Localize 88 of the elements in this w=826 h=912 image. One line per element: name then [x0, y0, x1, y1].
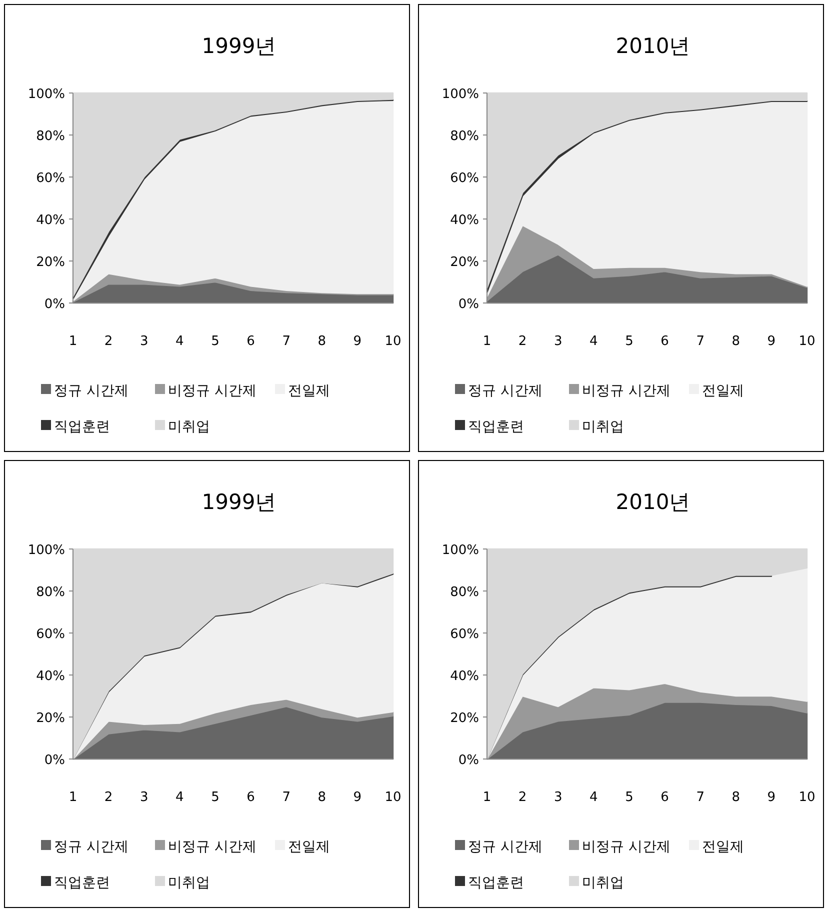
legend-label: 미취업	[582, 875, 624, 891]
legend-label: 전일제	[288, 383, 330, 399]
legend-label: 직업훈련	[54, 875, 110, 891]
x-tick-label: 10	[798, 790, 816, 805]
x-tick-label: 6	[660, 334, 669, 349]
x-tick-label: 1	[68, 334, 78, 349]
x-tick-label: 5	[625, 334, 634, 349]
x-tick-label: 9	[353, 334, 362, 349]
legend-label: 비정규 시간제	[168, 383, 256, 399]
y-tick-label: 60%	[36, 171, 65, 186]
x-tick-label: 3	[140, 334, 148, 349]
legend-label: 비정규 시간제	[582, 383, 670, 399]
legend-label: 비정규 시간제	[168, 839, 256, 855]
y-tick-label: 80%	[450, 585, 479, 600]
x-tick-label: 5	[211, 790, 220, 805]
x-tick-label: 1	[68, 790, 78, 805]
legend-label: 직업훈련	[468, 875, 524, 891]
x-tick-label: 6	[246, 790, 255, 805]
legend-label: 직업훈련	[54, 419, 110, 435]
y-tick-label: 40%	[450, 213, 479, 228]
y-tick-label: 0%	[44, 753, 65, 768]
y-tick-label: 100%	[28, 87, 65, 102]
x-tick-label: 10	[384, 790, 402, 805]
x-tick-label: 3	[140, 790, 148, 805]
y-tick-label: 20%	[450, 255, 479, 270]
x-tick-label: 3	[554, 790, 562, 805]
x-tick-label: 9	[767, 790, 776, 805]
legend-label: 정규 시간제	[54, 383, 128, 399]
legend-label: 전일제	[702, 839, 744, 855]
y-tick-label: 80%	[36, 129, 65, 144]
x-tick-label: 2	[518, 790, 527, 805]
x-tick-label: 4	[176, 334, 184, 349]
y-tick-label: 0%	[458, 753, 479, 768]
x-tick-label: 6	[246, 334, 255, 349]
y-tick-label: 40%	[36, 213, 65, 228]
x-tick-label: 1	[482, 790, 492, 805]
legend-label: 미취업	[168, 875, 210, 891]
x-tick-label: 2	[104, 334, 113, 349]
x-tick-label: 6	[660, 790, 669, 805]
y-tick-label: 100%	[28, 543, 65, 558]
legend-label: 전일제	[288, 839, 330, 855]
legend-label: 직업훈련	[468, 419, 524, 435]
legend-label: 정규 시간제	[54, 839, 128, 855]
x-tick-label: 7	[282, 334, 290, 349]
chart-title: 1999년	[202, 34, 276, 58]
x-tick-label: 5	[211, 334, 220, 349]
x-tick-label: 4	[590, 334, 598, 349]
x-tick-label: 10	[384, 334, 402, 349]
legend-label: 전일제	[702, 383, 744, 399]
chart-title: 2010년	[616, 490, 690, 514]
y-tick-label: 100%	[442, 87, 479, 102]
x-tick-label: 9	[767, 334, 776, 349]
y-tick-label: 20%	[450, 711, 479, 726]
y-tick-label: 60%	[36, 627, 65, 642]
y-tick-label: 60%	[450, 627, 479, 642]
x-tick-label: 7	[696, 790, 704, 805]
y-tick-label: 60%	[450, 171, 479, 186]
legend-label: 정규 시간제	[468, 839, 542, 855]
x-tick-label: 8	[318, 790, 326, 805]
y-tick-label: 20%	[36, 255, 65, 270]
y-tick-label: 40%	[450, 669, 479, 684]
x-tick-label: 8	[732, 790, 740, 805]
legend-label: 미취업	[582, 419, 624, 435]
x-tick-label: 10	[798, 334, 816, 349]
x-tick-label: 3	[554, 334, 562, 349]
x-tick-label: 8	[732, 334, 740, 349]
x-tick-label: 2	[104, 790, 113, 805]
x-tick-label: 5	[625, 790, 634, 805]
x-tick-label: 1	[482, 334, 492, 349]
legend-label: 정규 시간제	[468, 383, 542, 399]
chart-title: 2010년	[616, 34, 690, 58]
chart-title: 1999년	[202, 490, 276, 514]
x-tick-label: 7	[282, 790, 290, 805]
x-tick-label: 4	[176, 790, 184, 805]
y-tick-label: 80%	[36, 585, 65, 600]
legend-label: 비정규 시간제	[582, 839, 670, 855]
y-tick-label: 0%	[458, 297, 479, 312]
y-tick-label: 100%	[442, 543, 479, 558]
y-tick-label: 20%	[36, 711, 65, 726]
legend-label: 미취업	[168, 419, 210, 435]
x-tick-label: 9	[353, 790, 362, 805]
x-tick-label: 2	[518, 334, 527, 349]
x-tick-label: 4	[590, 790, 598, 805]
x-tick-label: 7	[696, 334, 704, 349]
x-tick-label: 8	[318, 334, 326, 349]
y-tick-label: 0%	[44, 297, 65, 312]
y-tick-label: 40%	[36, 669, 65, 684]
y-tick-label: 80%	[450, 129, 479, 144]
